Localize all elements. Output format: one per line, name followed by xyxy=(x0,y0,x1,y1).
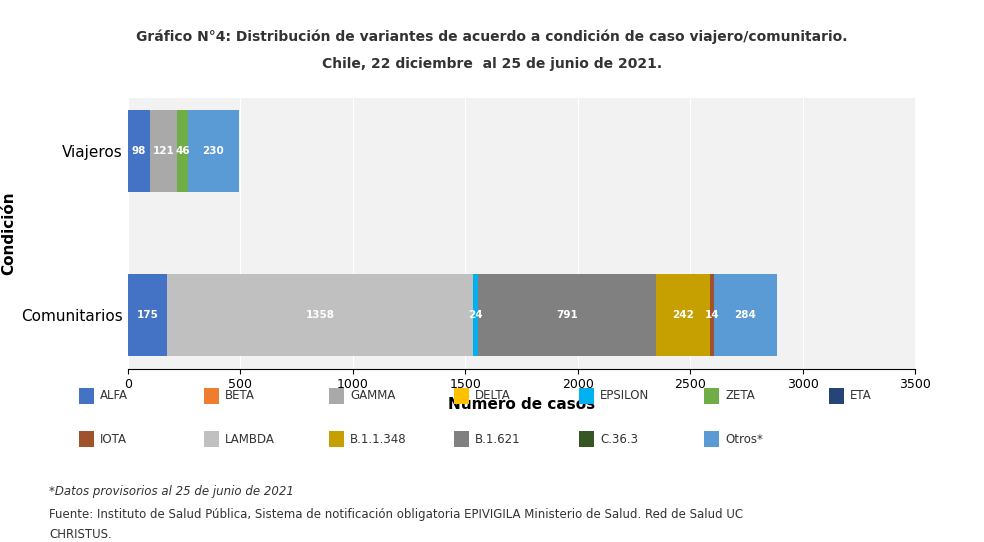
Text: Fuente: Instituto de Salud Pública, Sistema de notificación obligatoria EPIVIGIL: Fuente: Instituto de Salud Pública, Sist… xyxy=(49,508,743,521)
Text: Chile, 22 diciembre  al 25 de junio de 2021.: Chile, 22 diciembre al 25 de junio de 20… xyxy=(322,57,662,71)
Text: 791: 791 xyxy=(556,310,578,320)
Bar xyxy=(188,110,239,192)
Text: IOTA: IOTA xyxy=(100,433,127,446)
Text: C.36.3: C.36.3 xyxy=(600,433,639,446)
Y-axis label: Condición: Condición xyxy=(1,191,16,275)
Bar xyxy=(710,274,713,356)
Text: Otros*: Otros* xyxy=(725,433,763,446)
Text: 1358: 1358 xyxy=(305,310,335,320)
Text: 121: 121 xyxy=(153,146,174,156)
Text: 24: 24 xyxy=(468,310,483,320)
Text: GAMMA: GAMMA xyxy=(350,389,396,402)
Bar xyxy=(656,274,710,356)
Text: CHRISTUS.: CHRISTUS. xyxy=(49,528,112,541)
Bar xyxy=(478,274,656,356)
Text: 284: 284 xyxy=(735,310,757,320)
Bar xyxy=(713,274,777,356)
Text: DELTA: DELTA xyxy=(475,389,511,402)
Text: LAMBDA: LAMBDA xyxy=(225,433,276,446)
Text: 98: 98 xyxy=(132,146,147,156)
Text: ZETA: ZETA xyxy=(725,389,755,402)
Bar xyxy=(128,110,150,192)
Text: 46: 46 xyxy=(175,146,190,156)
Text: BETA: BETA xyxy=(225,389,255,402)
Bar xyxy=(177,110,188,192)
Text: 242: 242 xyxy=(672,310,694,320)
Text: Gráfico N°4: Distribución de variantes de acuerdo a condición de caso viajero/co: Gráfico N°4: Distribución de variantes d… xyxy=(136,30,848,44)
Text: 175: 175 xyxy=(137,310,158,320)
Text: *Datos provisorios al 25 de junio de 2021: *Datos provisorios al 25 de junio de 202… xyxy=(49,485,294,498)
Bar xyxy=(150,110,177,192)
Bar xyxy=(167,274,472,356)
Text: B.1.621: B.1.621 xyxy=(475,433,521,446)
Text: ETA: ETA xyxy=(850,389,872,402)
Text: 14: 14 xyxy=(705,310,719,320)
Text: ALFA: ALFA xyxy=(100,389,128,402)
Text: B.1.1.348: B.1.1.348 xyxy=(350,433,407,446)
Text: EPSILON: EPSILON xyxy=(600,389,649,402)
Text: 230: 230 xyxy=(203,146,224,156)
Bar xyxy=(472,274,478,356)
Bar xyxy=(128,274,167,356)
X-axis label: Número de casos: Número de casos xyxy=(448,397,595,412)
